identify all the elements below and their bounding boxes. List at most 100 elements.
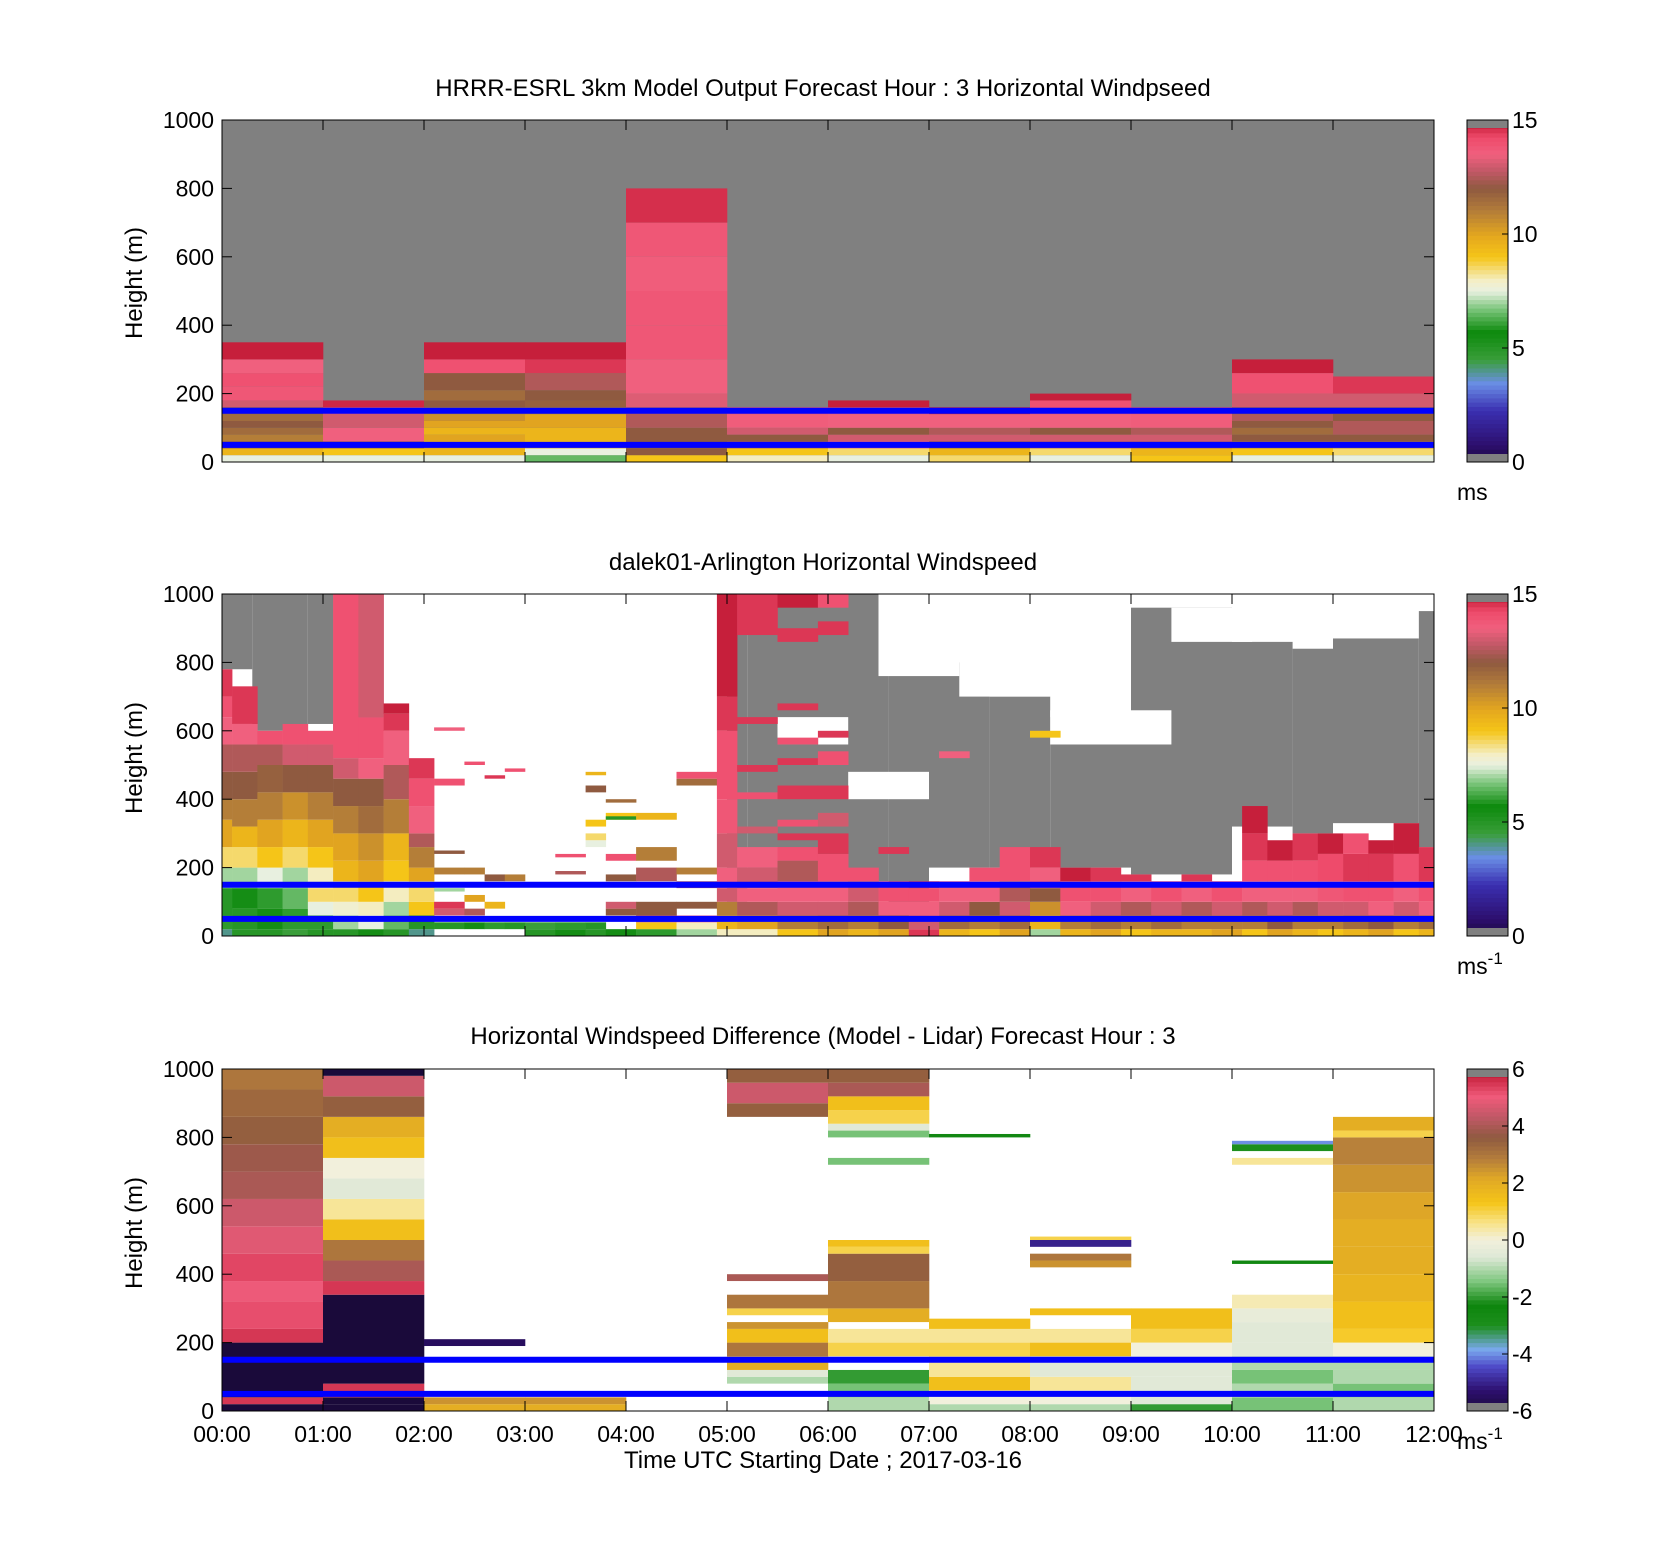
colorbar-tick-label: -2 [1512,1284,1532,1310]
heatmap-cell [605,853,637,861]
y-tick-label: 0 [201,923,214,949]
heatmap-cell [434,727,465,731]
colorbar-swatch [1467,820,1508,826]
colorbar-swatch [1467,893,1508,899]
heatmap-cell [323,1294,425,1384]
heatmap-cell [716,594,738,697]
heatmap-cell [1333,1301,1435,1329]
heatmap-cell [307,765,334,793]
heatmap-cell [408,901,435,916]
colorbar-swatch [1467,1376,1508,1382]
heatmap-cell [408,758,435,779]
heatmap-cell [222,819,233,848]
heatmap-cell [1317,833,1344,854]
heatmap-cell [383,901,410,916]
heatmap-cell [716,730,738,800]
heatmap-cell [232,744,258,772]
colorbar-swatch [1467,696,1508,702]
x-tick-label: 03:00 [496,1421,554,1447]
heatmap-cell [232,771,258,800]
heatmap-cell [878,929,910,936]
heatmap-cell [878,901,910,916]
heatmap-cell [525,929,556,936]
colorbar-swatch [1467,611,1508,616]
heatmap-cell [1131,1328,1233,1343]
heatmap-cell [222,434,324,442]
heatmap-cell [232,826,258,848]
colorbar-swatch [1467,705,1508,710]
heatmap-cell [408,929,435,936]
heatmap-cell [828,1246,930,1254]
heatmap-cell [1030,1328,1132,1343]
panel-lidar-axes: 0 200 400 600 800 1000 [163,581,1435,949]
no-data-area [1232,641,1293,827]
colorbar-swatch [1467,1291,1508,1297]
heatmap-cell [1267,929,1293,936]
colorbar-swatch [1467,594,1508,602]
colorbar-tick-label: 15 [1512,581,1538,607]
colorbar-swatch [1467,747,1508,753]
heatmap-cell [1333,1130,1435,1138]
heatmap-cell [323,1096,425,1117]
colorbar-swatch [1467,1210,1508,1215]
heatmap-cell [1418,901,1435,916]
heatmap-cell [605,816,637,820]
colorbar-swatch [1467,389,1508,395]
heatmap-cell [585,929,607,936]
colorbar-swatch [1467,158,1508,164]
y-tick-label: 0 [201,1398,214,1424]
colorbar-swatch [1467,128,1508,134]
colorbar-swatch [1467,914,1508,920]
heatmap-cell [817,853,849,882]
heatmap-cell [424,342,526,360]
colorbar-swatch [1467,454,1508,462]
heatmap-cell [358,778,384,807]
colorbar-swatch [1467,1150,1508,1155]
colorbar-swatch [1467,329,1508,335]
heatmap-cell [434,901,465,909]
heatmap-cell [1267,840,1293,861]
heatmap-cell [1030,1260,1132,1268]
colorbar-swatch [1467,1192,1508,1198]
colorbar-swatch [1467,1351,1508,1356]
colorbar-swatch [1467,308,1508,313]
heatmap-cell [817,901,849,916]
y-tick-label: 400 [176,786,214,812]
heatmap-cell [817,812,849,827]
colorbar-swatch [1467,666,1508,672]
heatmap-cell [626,188,728,223]
heatmap-cell [525,390,627,401]
heatmap-cell [716,696,738,731]
colorbar-swatch [1467,355,1508,360]
heatmap-cell [848,901,879,916]
heatmap-cell [434,850,465,854]
heatmap-cell [737,847,778,868]
colorbar-swatch [1467,1180,1508,1185]
heatmap-cell [484,922,506,930]
colorbar-swatch [1467,320,1508,326]
heatmap-cell [1333,1328,1435,1343]
heatmap-cell [1267,860,1293,882]
colorbar-swatch [1467,649,1508,655]
x-tick-label: 11:00 [1305,1421,1361,1447]
heatmap-cell [222,1328,324,1343]
colorbar-swatch [1467,816,1508,822]
colorbar-swatch [1467,760,1508,766]
heatmap-cell [939,929,970,936]
heatmap-cell [333,860,359,882]
heatmap-cell [424,1339,526,1347]
heatmap-cell [908,929,940,936]
heatmap-cell [1333,448,1435,456]
heatmap-cell [777,860,819,882]
heatmap-cell [1232,434,1334,442]
colorbar-tick-label: 0 [1512,923,1525,949]
heatmap-cell [969,929,1000,936]
heatmap-cell [929,455,1031,462]
heatmap-cell [323,1260,425,1282]
heatmap-cell [777,594,819,608]
heatmap-cell [424,390,526,401]
heatmap-cell [1232,1157,1334,1165]
heatmap-cell [1393,929,1420,936]
colorbar-swatch [1467,1381,1508,1386]
heatmap-cell [257,929,283,936]
